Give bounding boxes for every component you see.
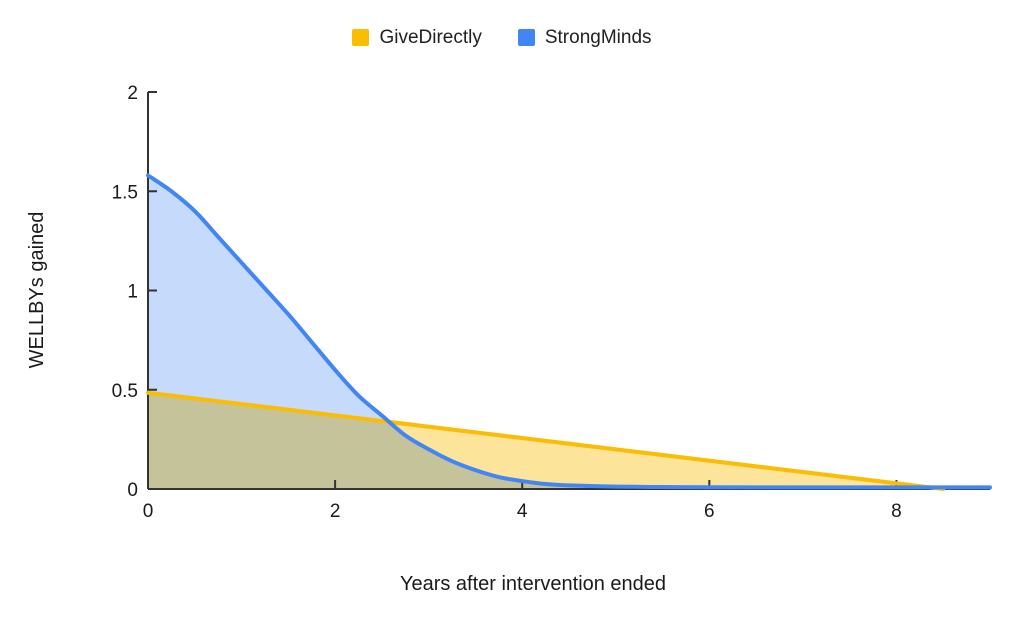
x-tick-label: 8	[891, 501, 902, 522]
y-axis-title: WELLBYs gained	[26, 212, 48, 369]
legend-label-givedirectly: GiveDirectly	[379, 27, 482, 48]
legend-item-givedirectly: GiveDirectly	[352, 27, 482, 48]
x-tick-label: 4	[517, 501, 528, 522]
y-tick-label: 1	[127, 282, 138, 303]
series-lines	[146, 173, 992, 491]
legend-label-strongminds: StrongMinds	[544, 27, 652, 48]
y-tick-label: 1.5	[112, 182, 138, 203]
legend-item-strongminds: StrongMinds	[517, 27, 652, 48]
givedirectly-swatch-icon	[352, 29, 370, 46]
strongminds-area	[148, 175, 990, 489]
x-tick-label: 6	[704, 501, 715, 522]
strongminds-line	[146, 173, 992, 490]
x-tick-label: 2	[330, 501, 341, 522]
x-tick-label: 0	[143, 501, 154, 522]
y-tick-label: 0.5	[112, 381, 138, 402]
x-axis-title: Years after intervention ended	[400, 573, 666, 595]
y-tick-label: 0	[127, 480, 138, 501]
strongminds-swatch-icon	[517, 29, 535, 46]
chart-legend: GiveDirectly StrongMinds	[0, 27, 1004, 48]
givedirectly-line	[146, 390, 946, 491]
tick-labels: 0 0.5 1 1.5 2 0 2 4 6 8	[112, 83, 902, 522]
y-tick-label: 2	[127, 83, 138, 104]
